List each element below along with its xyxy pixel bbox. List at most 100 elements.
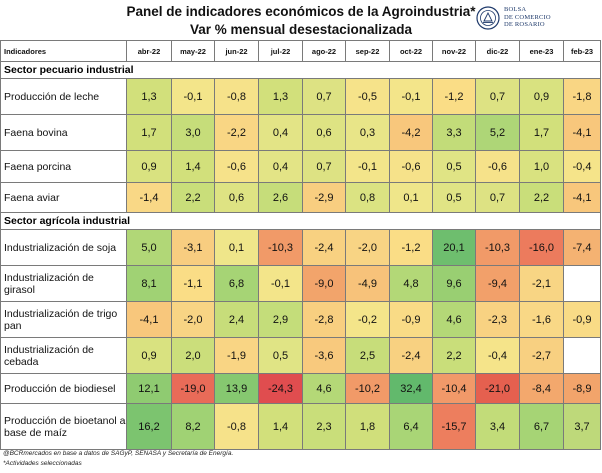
section-title: Sector pecuario industrial — [0, 61, 601, 79]
value-cell: 0,7 — [302, 78, 346, 115]
indicator-label: Industrialización de trigo pan — [0, 301, 127, 338]
footnote-note: *Actividades seleccionadas — [3, 460, 82, 467]
value-cell: 5,0 — [126, 229, 172, 266]
value-cell: -0,1 — [171, 78, 215, 115]
value-cell: -21,0 — [475, 373, 520, 404]
value-cell: -9,0 — [302, 265, 346, 302]
header-month: abr-22 — [126, 40, 172, 62]
value-cell: -1,9 — [214, 337, 259, 374]
value-cell: -1,6 — [519, 301, 564, 338]
value-cell: -0,2 — [345, 301, 390, 338]
header-month: jun-22 — [214, 40, 259, 62]
value-cell: 20,1 — [432, 229, 476, 266]
value-cell: -10,2 — [345, 373, 390, 404]
header-month: feb-23 — [563, 40, 601, 62]
indicator-label: Producción de bioetanol a base de maíz — [0, 403, 127, 450]
table-row: Faena bovina 1,7 3,0 -2,2 0,4 0,6 0,3 -4,2 3,3 5,… — [0, 114, 601, 151]
value-cell: 0,7 — [302, 150, 346, 183]
value-cell: 6,8 — [214, 265, 259, 302]
bcr-logo: BOLSA DE COMERCIO DE ROSARIO — [476, 5, 596, 33]
value-cell: 2,3 — [302, 403, 346, 450]
header-month: nov-22 — [432, 40, 476, 62]
value-cell: -10,4 — [432, 373, 476, 404]
value-cell: -2,1 — [519, 265, 564, 302]
page-title: Panel de indicadores económicos de la Ag… — [126, 4, 476, 19]
page-subtitle: Var % mensual desestacionalizada — [189, 22, 413, 37]
value-cell: 1,4 — [258, 403, 303, 450]
title-area: Panel de indicadores económicos de la Ag… — [0, 0, 602, 38]
value-cell: 1,0 — [519, 150, 564, 183]
value-cell: 6,7 — [519, 403, 564, 450]
value-cell: 2,4 — [214, 301, 259, 338]
value-cell: 5,2 — [475, 114, 520, 151]
value-cell: 3,3 — [432, 114, 476, 151]
value-cell: -2,8 — [302, 301, 346, 338]
value-cell: 1,8 — [345, 403, 390, 450]
value-cell: -0,9 — [563, 301, 601, 338]
header-month: ago-22 — [302, 40, 346, 62]
value-cell: -1,2 — [389, 229, 433, 266]
value-cell: 2,2 — [432, 337, 476, 374]
indicator-label: Producción de leche — [0, 78, 127, 115]
logo-text: BOLSA DE COMERCIO DE ROSARIO — [504, 6, 551, 28]
value-cell: 0,9 — [126, 337, 172, 374]
value-cell: 3,7 — [563, 403, 601, 450]
value-cell: 4,8 — [389, 265, 433, 302]
value-cell — [563, 337, 601, 374]
value-cell: -2,7 — [519, 337, 564, 374]
header-month: oct-22 — [389, 40, 433, 62]
value-cell: -2,0 — [171, 301, 215, 338]
value-cell: -0,1 — [389, 78, 433, 115]
value-cell: 2,2 — [519, 182, 564, 213]
value-cell: 1,3 — [258, 78, 303, 115]
indicator-label: Faena aviar — [0, 182, 127, 213]
value-cell: 0,4 — [258, 150, 303, 183]
value-cell: -1,2 — [432, 78, 476, 115]
value-cell: 0,1 — [389, 182, 433, 213]
value-cell: -1,1 — [171, 265, 215, 302]
table-row: Producción de biodiesel 12,1 -19,0 13,9 -24,… — [0, 373, 601, 404]
value-cell: 16,2 — [126, 403, 172, 450]
indicator-label: Industrialización de girasol — [0, 265, 127, 302]
header-month: sep-22 — [345, 40, 390, 62]
value-cell: -0,5 — [345, 78, 390, 115]
value-cell: -0,9 — [389, 301, 433, 338]
value-cell: 3,0 — [171, 114, 215, 151]
value-cell: -8,4 — [519, 373, 564, 404]
value-cell: -15,7 — [432, 403, 476, 450]
value-cell: -4,1 — [126, 301, 172, 338]
value-cell: -4,2 — [389, 114, 433, 151]
value-cell: 0,8 — [345, 182, 390, 213]
value-cell: -8,9 — [563, 373, 601, 404]
value-cell: 2,2 — [171, 182, 215, 213]
footnote-source: @BCRmercados en base a datos de SAGyP, S… — [3, 450, 234, 457]
indicators-table: Indicadores abr-22 may-22 jun-22 jul-22 ago-… — [0, 40, 601, 450]
value-cell: 0,3 — [345, 114, 390, 151]
value-cell: 3,4 — [475, 403, 520, 450]
value-cell: -1,4 — [126, 182, 172, 213]
table-row: Producción de bioetanol a base de maíz 16… — [0, 403, 601, 450]
value-cell: -0,1 — [345, 150, 390, 183]
value-cell: 9,6 — [432, 265, 476, 302]
value-cell: -2,3 — [475, 301, 520, 338]
section-header-row: Sector agrícola industrial — [0, 212, 601, 230]
value-cell: 8,2 — [171, 403, 215, 450]
header-indicators: Indicadores — [0, 40, 127, 62]
section-header-row: Sector pecuario industrial — [0, 61, 601, 79]
section-title: Sector agrícola industrial — [0, 212, 601, 230]
value-cell: -4,9 — [345, 265, 390, 302]
value-cell: -0,4 — [563, 150, 601, 183]
value-cell: -0,6 — [389, 150, 433, 183]
value-cell: -0,8 — [214, 403, 259, 450]
value-cell: 13,9 — [214, 373, 259, 404]
value-cell: -9,4 — [475, 265, 520, 302]
value-cell: 0,9 — [519, 78, 564, 115]
indicator-label: Faena bovina — [0, 114, 127, 151]
value-cell: -10,3 — [258, 229, 303, 266]
value-cell: 2,0 — [171, 337, 215, 374]
value-cell: 0,5 — [432, 150, 476, 183]
value-cell: -0,1 — [258, 265, 303, 302]
value-cell: 2,5 — [345, 337, 390, 374]
value-cell: 8,1 — [126, 265, 172, 302]
header-month: ene-23 — [519, 40, 564, 62]
